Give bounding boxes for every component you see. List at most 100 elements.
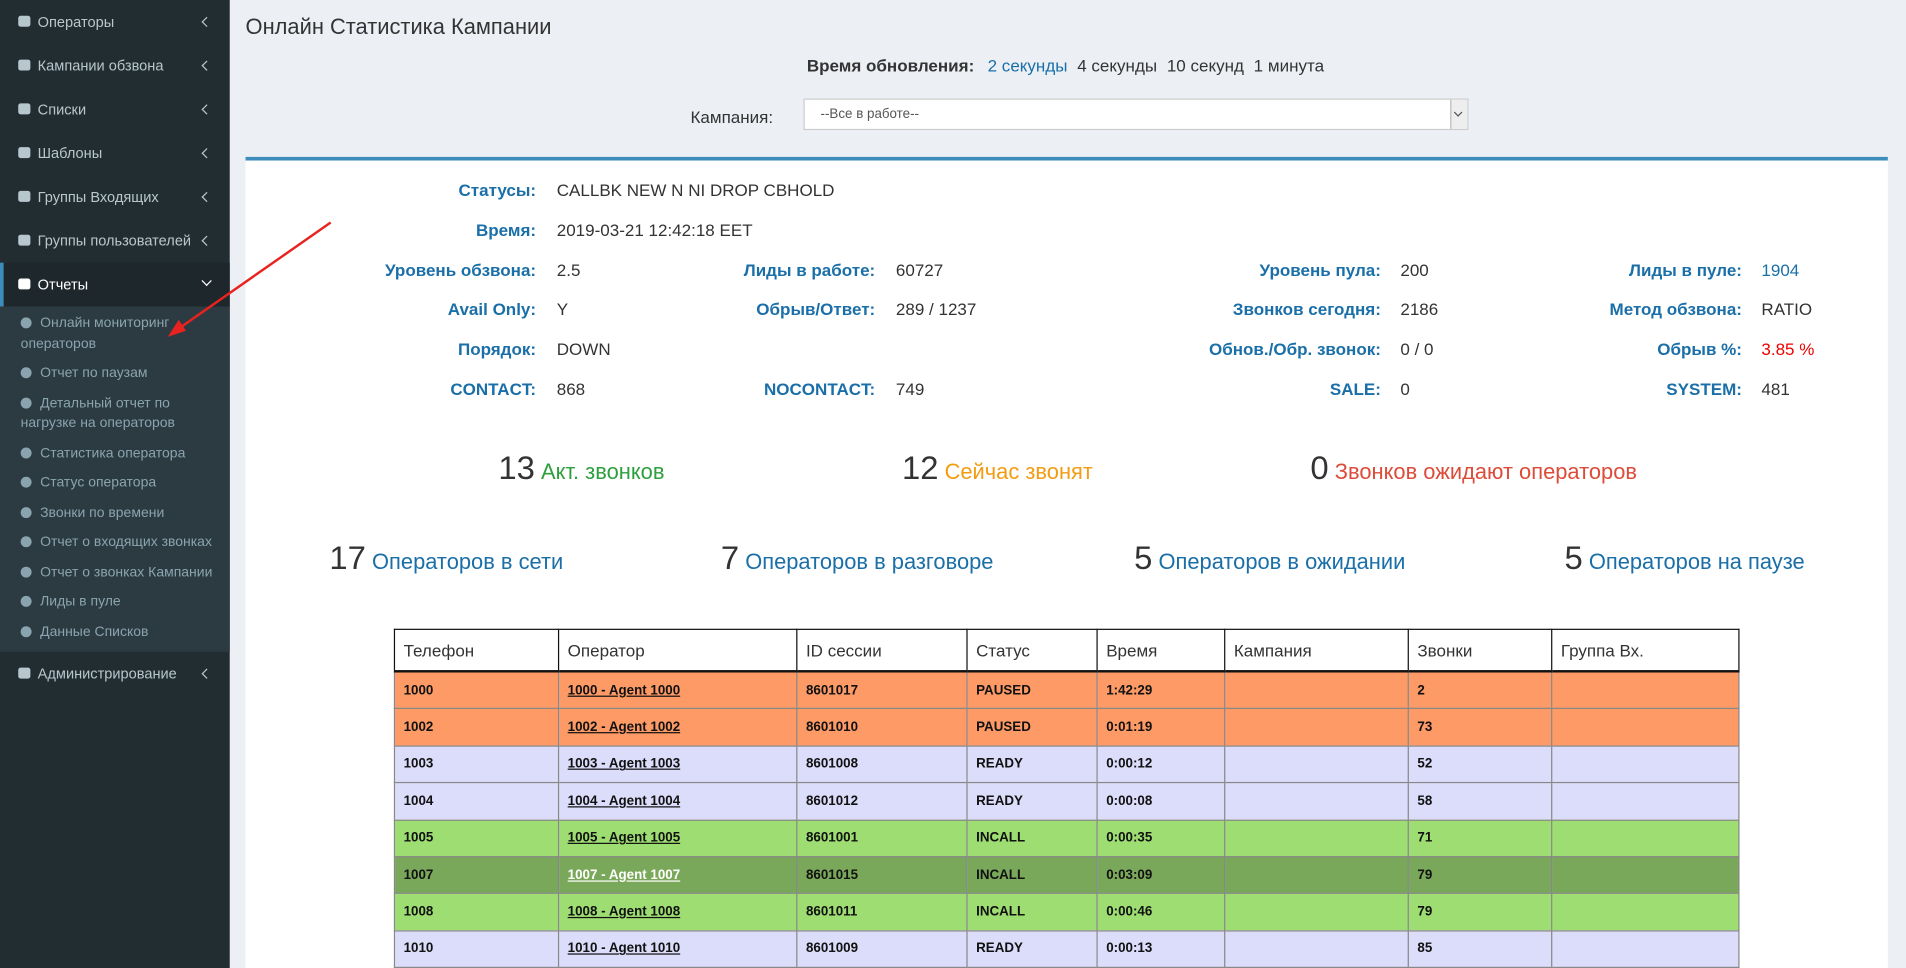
cell-text: INCALL: [976, 830, 1026, 846]
cell-text: 58: [1417, 793, 1433, 809]
cell-text: 8601001: [805, 830, 859, 846]
cell-text: PAUSED: [976, 683, 1031, 698]
submenu-label: Отчет о звонках Кампании: [40, 564, 213, 580]
cell-text: 8601012: [805, 793, 859, 809]
column-header: ID сессии: [796, 628, 968, 673]
table-cell: PAUSED: [966, 670, 1098, 710]
refresh-option[interactable]: 1 минута: [1253, 55, 1325, 76]
stat-label: Уровень обзвона:: [384, 260, 537, 280]
table-cell: 1000 - Agent 1000: [557, 670, 798, 710]
submenu-item[interactable]: Отчет о входящих звонках: [0, 528, 230, 558]
table-row: 1000 1000 - Agent 1000 8601017 PAUSED 1:42:2…: [393, 670, 1740, 710]
submenu-label: Данные Списков: [40, 624, 149, 640]
submenu-label: Звонки по времени: [40, 505, 165, 520]
table-cell: 0:03:09: [1096, 856, 1226, 895]
table-cell: 1005: [393, 819, 560, 858]
table-cell: 0:00:13: [1096, 929, 1226, 968]
counter-label: Акт. звонков: [540, 459, 665, 485]
campaign-label: Кампания:: [690, 107, 774, 127]
table-cell: [1551, 782, 1740, 821]
stat-value: 2.5: [556, 260, 581, 280]
submenu-label: Отчет о входящих звонках: [40, 535, 212, 550]
menu-item[interactable]: Группы пользователей: [0, 219, 230, 263]
menu-item[interactable]: Операторы: [0, 0, 230, 44]
cell-text: INCALL: [976, 904, 1026, 920]
table-cell: 1002 - Agent 1002: [557, 708, 798, 747]
submenu-item[interactable]: Детальный отчет по нагрузке на операторо…: [0, 389, 230, 439]
table-cell: 8601008: [796, 745, 968, 784]
table-cell: 1010: [393, 929, 560, 968]
cell-text: 1010: [403, 941, 434, 957]
submenu-item[interactable]: Отчет по паузам: [0, 359, 230, 389]
table-cell: [1224, 670, 1409, 710]
cell-text: 85: [1417, 941, 1433, 957]
menu-item[interactable]: Группы Входящих: [0, 175, 230, 219]
table-cell: 1004: [393, 782, 560, 821]
cell-text: 1002: [403, 720, 434, 735]
stat-value: 481: [1761, 379, 1790, 399]
column-header: Звонки: [1407, 628, 1553, 673]
campaign-select[interactable]: --Все в работе--: [803, 98, 1469, 131]
stat-value: 2019-03-21 12:42:18 EET: [556, 220, 753, 240]
table-row: 1002 1002 - Agent 1002 8601010 PAUSED 0:01:1…: [393, 708, 1740, 747]
table-cell: INCALL: [966, 856, 1098, 895]
agent-link[interactable]: 1003 - Agent 1003: [567, 756, 681, 772]
table-cell: 0:00:08: [1096, 782, 1226, 821]
table-cell: 1005 - Agent 1005: [557, 819, 798, 858]
stat-value[interactable]: 1904: [1761, 260, 1800, 280]
cell-text: 1005: [403, 830, 434, 846]
table-cell: [1224, 856, 1409, 895]
agent-link[interactable]: 1000 - Agent 1000: [567, 683, 681, 698]
header-row: Телефон Оператор ID сессии Статус Время Кампа…: [393, 628, 1740, 673]
menu-icon: [18, 59, 31, 71]
submenu-item[interactable]: Онлайн мониторинг операторов: [0, 309, 230, 359]
cell-text: INCALL: [976, 867, 1026, 883]
menu-item[interactable]: Списки: [0, 88, 230, 132]
agent-link[interactable]: 1007 - Agent 1007: [567, 867, 681, 883]
table-cell: 1003: [393, 745, 560, 784]
refresh-option[interactable]: 4 секунды: [1077, 55, 1158, 76]
stat-label: Лиды в работе:: [743, 260, 876, 280]
table-cell: 1:42:29: [1096, 670, 1226, 710]
submenu-item[interactable]: Отчет о звонках Кампании: [0, 558, 230, 588]
refresh-option[interactable]: 10 секунд: [1166, 55, 1244, 76]
stat-label: Порядок:: [457, 339, 537, 359]
stat-value: 289 / 1237: [895, 299, 977, 319]
refresh-option[interactable]: 2 секунды: [987, 55, 1068, 76]
table-cell: 85: [1407, 929, 1553, 968]
stat-value: RATIO: [1761, 299, 1813, 319]
agent-link[interactable]: 1004 - Agent 1004: [567, 793, 681, 809]
submenu-item[interactable]: Звонки по времени: [0, 498, 230, 528]
menu-item[interactable]: Отчеты: [0, 262, 230, 307]
stat-label: CONTACT:: [450, 379, 537, 399]
agent-link[interactable]: 1005 - Agent 1005: [567, 830, 681, 846]
stat-value: Y: [556, 299, 569, 319]
table-cell: [1551, 708, 1740, 747]
agent-link[interactable]: 1008 - Agent 1008: [567, 904, 681, 920]
stat-label: SYSTEM:: [1666, 379, 1742, 399]
menu-item[interactable]: Шаблоны: [0, 131, 230, 175]
cell-text: 1008: [403, 904, 434, 920]
menu-item[interactable]: Администрирование: [0, 652, 230, 696]
counter-value: 0: [1310, 449, 1329, 487]
stat-label: Статусы:: [458, 179, 537, 200]
submenu-item[interactable]: Данные Списков: [0, 617, 230, 647]
menu-item[interactable]: Кампании обзвона: [0, 44, 230, 88]
agent-link[interactable]: 1010 - Agent 1010: [567, 941, 681, 957]
submenu-item[interactable]: Статус оператора: [0, 468, 230, 498]
agent-link[interactable]: 1002 - Agent 1002: [567, 720, 681, 735]
table-cell: 79: [1407, 893, 1553, 932]
table-cell: 8601010: [796, 708, 968, 747]
counter-label: Сейчас звонят: [944, 459, 1093, 485]
counter-value: 17: [329, 539, 366, 577]
menu-chevron: [201, 668, 212, 679]
submenu: Онлайн мониторинг операторов Отчет по пау…: [0, 306, 230, 652]
select-button[interactable]: [1450, 99, 1468, 129]
menu-label: Шаблоны: [37, 144, 103, 162]
submenu-item[interactable]: Статистика оператора: [0, 438, 230, 468]
menu-icon: [18, 667, 31, 679]
submenu-icon: [20, 536, 32, 548]
table-cell: [1551, 929, 1740, 968]
submenu-item[interactable]: Лиды в пуле: [0, 587, 230, 617]
